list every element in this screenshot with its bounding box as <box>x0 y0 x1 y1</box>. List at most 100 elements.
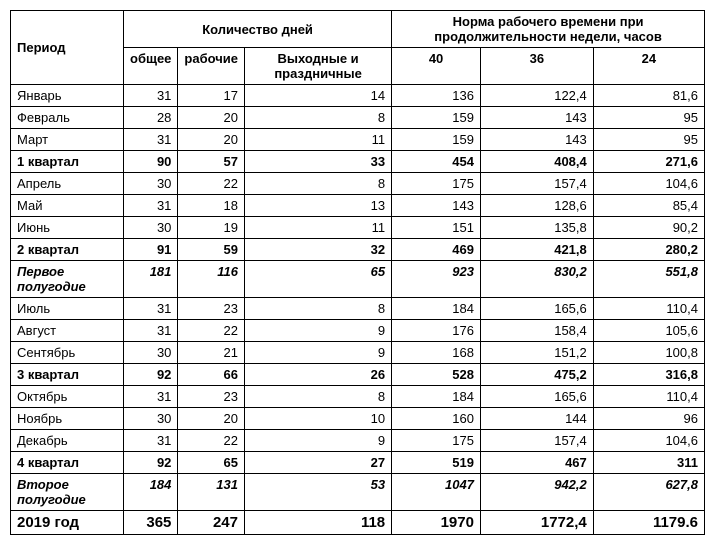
table-row: Март31201115914395 <box>11 129 705 151</box>
cell-h24: 95 <box>593 129 704 151</box>
cell-h36: 143 <box>480 107 593 129</box>
table-row: Май311813143128,685,4 <box>11 195 705 217</box>
cell-total: 30 <box>124 342 178 364</box>
cell-period: 2 квартал <box>11 239 124 261</box>
cell-work: 59 <box>178 239 245 261</box>
cell-h40: 151 <box>392 217 481 239</box>
header-norm-group: Норма рабочего времени при продолжительн… <box>392 11 705 48</box>
cell-h40: 528 <box>392 364 481 386</box>
table-row: Июнь301911151135,890,2 <box>11 217 705 239</box>
cell-h24: 95 <box>593 107 704 129</box>
cell-weekend: 65 <box>245 261 392 298</box>
cell-period: Декабрь <box>11 430 124 452</box>
cell-work: 20 <box>178 129 245 151</box>
cell-h24: 90,2 <box>593 217 704 239</box>
cell-period: Февраль <box>11 107 124 129</box>
cell-h24: 104,6 <box>593 173 704 195</box>
cell-total: 31 <box>124 320 178 342</box>
cell-total: 92 <box>124 452 178 474</box>
table-row: Июль31238184165,6110,4 <box>11 298 705 320</box>
cell-period: Сентябрь <box>11 342 124 364</box>
cell-work: 21 <box>178 342 245 364</box>
cell-h36: 157,4 <box>480 173 593 195</box>
table-row: Август31229176158,4105,6 <box>11 320 705 342</box>
cell-work: 57 <box>178 151 245 173</box>
cell-h36: 165,6 <box>480 298 593 320</box>
cell-h40: 160 <box>392 408 481 430</box>
cell-weekend: 8 <box>245 386 392 408</box>
cell-h24: 105,6 <box>593 320 704 342</box>
table-row: 1 квартал905733454408,4271,6 <box>11 151 705 173</box>
cell-total: 31 <box>124 386 178 408</box>
cell-weekend: 13 <box>245 195 392 217</box>
cell-period: 1 квартал <box>11 151 124 173</box>
cell-h40: 184 <box>392 386 481 408</box>
cell-weekend: 9 <box>245 342 392 364</box>
cell-h24: 271,6 <box>593 151 704 173</box>
cell-h36: 165,6 <box>480 386 593 408</box>
table-row: Первое полугодие18111665923830,2551,8 <box>11 261 705 298</box>
cell-period: Второе полугодие <box>11 474 124 511</box>
cell-work: 20 <box>178 107 245 129</box>
cell-weekend: 8 <box>245 298 392 320</box>
cell-period: Октябрь <box>11 386 124 408</box>
cell-h36: 143 <box>480 129 593 151</box>
cell-h40: 184 <box>392 298 481 320</box>
cell-h36: 421,8 <box>480 239 593 261</box>
cell-total: 28 <box>124 107 178 129</box>
cell-total: 30 <box>124 173 178 195</box>
header-period: Период <box>11 11 124 85</box>
table-row: Январь311714136122,481,6 <box>11 85 705 107</box>
cell-h36: 467 <box>480 452 593 474</box>
table-row: 3 квартал926626528475,2316,8 <box>11 364 705 386</box>
cell-work: 66 <box>178 364 245 386</box>
cell-h24: 316,8 <box>593 364 704 386</box>
cell-h24: 81,6 <box>593 85 704 107</box>
cell-period: Апрель <box>11 173 124 195</box>
cell-work: 116 <box>178 261 245 298</box>
table-row: Сентябрь30219168151,2100,8 <box>11 342 705 364</box>
cell-h24: 104,6 <box>593 430 704 452</box>
cell-work: 22 <box>178 173 245 195</box>
cell-h24: 96 <box>593 408 704 430</box>
cell-h36: 135,8 <box>480 217 593 239</box>
table-row: Октябрь31238184165,6110,4 <box>11 386 705 408</box>
table-row: Ноябрь30201016014496 <box>11 408 705 430</box>
cell-work: 23 <box>178 298 245 320</box>
cell-period: 4 квартал <box>11 452 124 474</box>
cell-total: 181 <box>124 261 178 298</box>
cell-total: 92 <box>124 364 178 386</box>
cell-h24: 110,4 <box>593 386 704 408</box>
cell-h36: 157,4 <box>480 430 593 452</box>
table-row: Апрель30228175157,4104,6 <box>11 173 705 195</box>
cell-total: 31 <box>124 85 178 107</box>
cell-period: Январь <box>11 85 124 107</box>
cell-period: Первое полугодие <box>11 261 124 298</box>
cell-weekend: 33 <box>245 151 392 173</box>
cell-weekend: 8 <box>245 173 392 195</box>
header-h40: 40 <box>392 48 481 85</box>
cell-weekend: 53 <box>245 474 392 511</box>
cell-total: 31 <box>124 298 178 320</box>
cell-h24: 627,8 <box>593 474 704 511</box>
cell-h24: 110,4 <box>593 298 704 320</box>
cell-weekend: 10 <box>245 408 392 430</box>
cell-h24: 311 <box>593 452 704 474</box>
cell-h36: 942,2 <box>480 474 593 511</box>
cell-h36: 144 <box>480 408 593 430</box>
cell-total: 30 <box>124 408 178 430</box>
cell-weekend: 14 <box>245 85 392 107</box>
cell-work: 18 <box>178 195 245 217</box>
cell-work: 17 <box>178 85 245 107</box>
work-time-table: Период Количество дней Норма рабочего вр… <box>10 10 705 535</box>
table-body: Январь311714136122,481,6Февраль282081591… <box>11 85 705 535</box>
cell-total: 90 <box>124 151 178 173</box>
cell-period: Март <box>11 129 124 151</box>
cell-h24: 1179.6 <box>593 511 704 535</box>
cell-period: Июнь <box>11 217 124 239</box>
cell-h40: 159 <box>392 129 481 151</box>
cell-work: 131 <box>178 474 245 511</box>
table-row: 2 квартал915932469421,8280,2 <box>11 239 705 261</box>
cell-h36: 830,2 <box>480 261 593 298</box>
cell-work: 22 <box>178 430 245 452</box>
